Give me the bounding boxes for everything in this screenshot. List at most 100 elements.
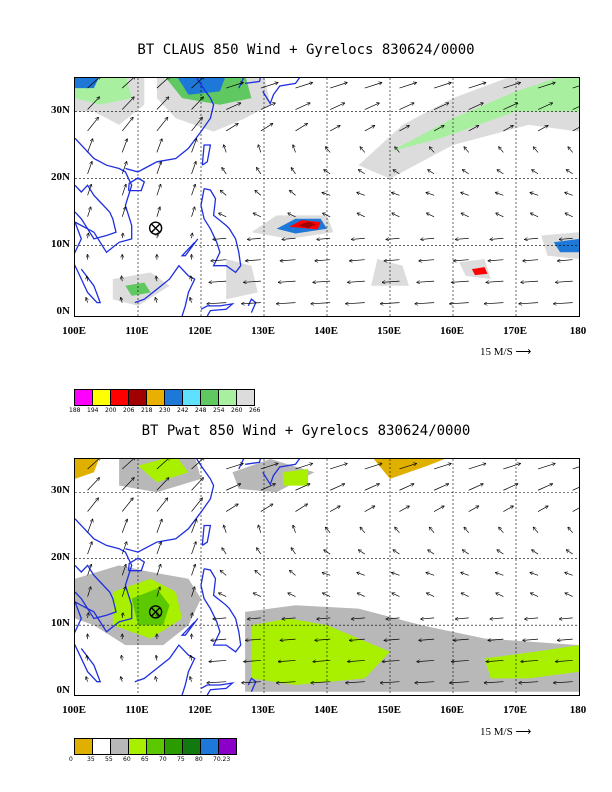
colorbar-tick-label: 70.23	[213, 756, 231, 763]
wind-vector	[291, 168, 296, 175]
wind-vector	[503, 484, 517, 491]
wind-vector	[565, 593, 573, 597]
wind-vector	[260, 124, 273, 132]
wind-vector	[191, 519, 197, 533]
wind-vector	[530, 193, 539, 196]
longitude-label: 130E	[251, 704, 275, 716]
colorbar-swatch	[237, 390, 254, 405]
wind-vector	[313, 281, 331, 282]
wind-vector	[399, 464, 416, 470]
colorbar-tick-label: 70	[159, 756, 167, 763]
colorbar-tick-label: 188	[69, 407, 81, 414]
colorbar-swatch	[165, 390, 183, 405]
wind-vector	[399, 506, 409, 512]
wind-vector	[360, 147, 366, 153]
latitude-label: 20N	[51, 170, 70, 183]
wind-vector	[295, 464, 313, 470]
coastline	[238, 459, 261, 470]
wind-vector	[121, 118, 133, 132]
wind-vector	[260, 504, 273, 512]
wind-vector	[421, 618, 435, 619]
wind-vector	[399, 103, 413, 110]
wind-vector	[156, 207, 160, 217]
wind-vector	[121, 542, 126, 555]
wind-vector	[565, 213, 573, 218]
cloud-shading	[125, 282, 151, 296]
wind-vector	[156, 498, 168, 512]
wind-vector	[496, 573, 504, 576]
wind-vector	[242, 303, 261, 304]
wind-vector	[191, 478, 204, 491]
wind-vector	[242, 682, 261, 683]
wind-vector	[311, 303, 331, 304]
wind-vector	[122, 613, 123, 618]
wind-vector	[399, 126, 409, 132]
wind-vector	[433, 103, 448, 110]
colorbar-tick-label: 254	[213, 407, 225, 414]
wind-vector	[279, 660, 296, 661]
wind-vector	[279, 281, 296, 282]
wind-vector	[496, 213, 504, 218]
wind-vector	[255, 191, 262, 196]
wind-vector	[257, 168, 262, 175]
wind-vector	[521, 660, 539, 661]
wind-vector	[222, 168, 227, 175]
coastline	[75, 184, 117, 240]
wind-vector	[427, 593, 435, 597]
wind-vector	[359, 170, 365, 175]
wind-vector	[295, 484, 310, 491]
wind-vector	[426, 193, 435, 196]
wind-vector	[191, 162, 196, 174]
wind-vector	[293, 145, 296, 153]
cloud-shading	[471, 267, 488, 276]
wind-vector	[191, 185, 196, 196]
wind-vector	[468, 464, 486, 470]
wind-vector	[461, 593, 469, 597]
bottom-wind-scale-label: 15 M/S	[480, 726, 513, 738]
wind-vector	[121, 139, 127, 153]
wind-vector	[156, 276, 157, 282]
wind-vector	[246, 260, 261, 261]
wind-vector	[87, 185, 92, 196]
wind-vector	[121, 478, 134, 491]
coastline	[180, 618, 199, 636]
wind-vector	[190, 677, 192, 682]
wind-vector	[486, 281, 504, 282]
wind-vector	[121, 97, 134, 110]
wind-vector	[399, 83, 416, 89]
coastline	[134, 644, 196, 695]
wind-vector	[428, 170, 435, 175]
wind-vector	[219, 593, 227, 597]
longitude-label: 150E	[377, 704, 401, 716]
wind-vector	[87, 118, 99, 132]
wind-vector	[464, 527, 470, 534]
wind-vector	[468, 506, 479, 512]
wind-vector	[87, 97, 100, 110]
wind-vector	[155, 298, 157, 303]
wind-vector	[87, 162, 92, 174]
wind-vector	[192, 613, 193, 618]
map-canvas	[75, 78, 579, 316]
wind-vector	[399, 484, 413, 491]
wind-vector	[450, 682, 469, 683]
wind-vector	[384, 639, 400, 640]
latitude-label: 20N	[51, 550, 70, 563]
wind-vector	[360, 527, 366, 534]
wind-vector	[381, 303, 400, 304]
wind-vector	[463, 170, 469, 175]
colorbar-tick-label: 260	[231, 407, 243, 414]
wind-vector	[121, 587, 125, 597]
wind-vector	[488, 260, 504, 261]
wind-vector	[450, 303, 469, 304]
wind-vector	[426, 573, 435, 576]
wind-vector	[86, 677, 88, 682]
wind-vector	[525, 618, 539, 619]
wind-vector	[419, 260, 435, 261]
wind-vector	[121, 498, 133, 512]
wind-vector	[87, 542, 92, 555]
top-wind-scale: 15 M/S ⟶	[480, 345, 531, 358]
coastline	[200, 302, 235, 316]
wind-vector	[191, 276, 192, 282]
wind-vector	[503, 506, 513, 512]
coastline	[262, 459, 301, 486]
